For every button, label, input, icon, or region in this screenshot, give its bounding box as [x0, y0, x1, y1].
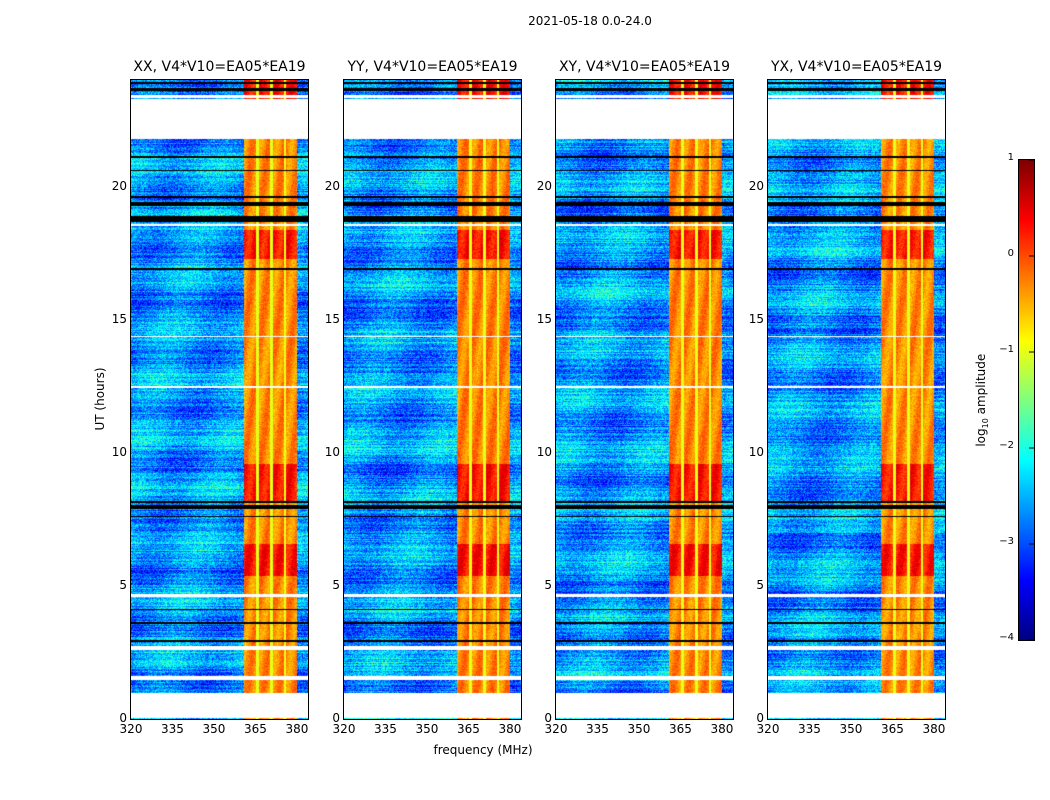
x-tick-label: 380	[710, 722, 734, 736]
colorbar	[1018, 159, 1035, 641]
x-tick-label: 365	[457, 722, 480, 736]
x-axis-label: frequency (MHz)	[433, 743, 533, 757]
panel-title: YY, V4*V10=EA05*EA19	[347, 59, 518, 75]
x-tick-label: 320	[119, 722, 143, 736]
y-axis-label: UT (hours)	[93, 367, 107, 431]
x-tick-label: 365	[669, 722, 692, 736]
colorbar-tick-label: −2	[999, 440, 1014, 451]
y-tick-label: 15	[324, 311, 340, 326]
x-tick-label: 320	[544, 722, 568, 736]
panel-title: XY, V4*V10=EA05*EA19	[558, 59, 731, 75]
y-tick-label: 5	[332, 577, 340, 592]
y-tick-label: 20	[748, 178, 764, 193]
spectrogram-panel	[343, 79, 522, 720]
x-tick-label: 350	[839, 722, 863, 736]
x-tick-label: 380	[498, 722, 522, 736]
y-tick-label: 20	[111, 178, 127, 193]
y-tick-label: 0	[544, 711, 552, 725]
x-tick-label: 335	[374, 722, 397, 736]
y-tick-label: 10	[536, 444, 552, 459]
x-tick-label: 365	[881, 722, 904, 736]
y-tick-label: 5	[119, 577, 127, 592]
panel-title: YX, V4*V10=EA05*EA19	[770, 59, 943, 75]
heatmap-image	[344, 80, 521, 719]
colorbar-tick-label: 1	[1007, 152, 1014, 163]
colorbar-tick-label: −1	[999, 344, 1014, 355]
x-tick-label: 335	[798, 722, 821, 736]
x-tick-label: 320	[332, 722, 356, 736]
heatmap-image	[768, 80, 945, 719]
y-tick-label: 0	[756, 711, 764, 725]
figure-title: 2021-05-18 0.0-24.0	[528, 14, 652, 28]
colorbar-tick-label: −4	[999, 632, 1014, 643]
colorbar-tick-label: −3	[999, 536, 1014, 547]
y-tick-label: 20	[536, 178, 552, 193]
x-tick-label: 380	[285, 722, 309, 736]
x-tick-label: 335	[161, 722, 184, 736]
y-tick-label: 15	[536, 311, 552, 326]
spectrogram-panel	[555, 79, 734, 720]
x-tick-label: 350	[627, 722, 651, 736]
panel-title: XX, V4*V10=EA05*EA19	[133, 59, 306, 75]
x-tick-label: 335	[586, 722, 609, 736]
spectrogram-panel	[130, 79, 309, 720]
heatmap-image	[131, 80, 308, 719]
y-tick-label: 10	[111, 444, 127, 459]
x-tick-label: 350	[415, 722, 439, 736]
y-tick-label: 10	[748, 444, 764, 459]
y-tick-label: 5	[544, 577, 552, 592]
y-tick-label: 20	[324, 178, 340, 193]
x-tick-label: 350	[202, 722, 226, 736]
x-tick-label: 320	[756, 722, 780, 736]
y-tick-label: 5	[756, 577, 764, 592]
x-tick-label: 380	[922, 722, 946, 736]
heatmap-image	[556, 80, 733, 719]
y-tick-label: 0	[332, 711, 340, 725]
y-tick-label: 10	[324, 444, 340, 459]
colorbar-tick-label: 0	[1007, 248, 1014, 259]
y-tick-label: 0	[119, 711, 127, 725]
spectrogram-panel	[767, 79, 946, 720]
y-tick-label: 15	[748, 311, 764, 326]
y-tick-label: 15	[111, 311, 127, 326]
x-tick-label: 365	[244, 722, 267, 736]
